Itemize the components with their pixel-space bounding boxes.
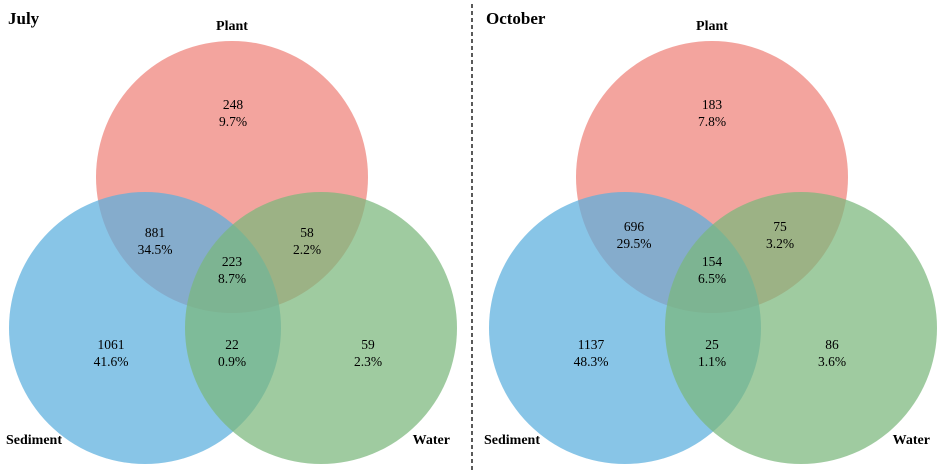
sediment-label: Sediment (6, 433, 62, 448)
water-label: Water (893, 433, 930, 448)
region-plant-only-count: 183 (702, 97, 723, 112)
region-plant-sediment-count: 881 (145, 225, 165, 240)
region-plant-water-pct: 3.2% (766, 236, 794, 251)
region-water-only-pct: 3.6% (818, 354, 846, 369)
panel-title: October (486, 9, 546, 28)
water-label: Water (413, 433, 450, 448)
water-circle (185, 192, 457, 464)
region-all-pct: 8.7% (218, 271, 246, 286)
region-water-only-pct: 2.3% (354, 354, 382, 369)
region-all-pct: 6.5% (698, 271, 726, 286)
region-all-count: 154 (702, 254, 723, 269)
region-plant-water-count: 75 (773, 219, 787, 234)
region-water-only-count: 59 (361, 337, 375, 352)
region-plant-only-pct: 7.8% (698, 114, 726, 129)
region-sediment-only-count: 1061 (98, 337, 125, 352)
region-plant-sediment-pct: 34.5% (138, 242, 173, 257)
sediment-label: Sediment (484, 433, 540, 448)
region-sediment-only-pct: 41.6% (94, 354, 129, 369)
region-plant-only-count: 248 (223, 97, 244, 112)
region-plant-sediment-pct: 29.5% (617, 236, 652, 251)
region-all-count: 223 (222, 254, 243, 269)
region-sediment-only-pct: 48.3% (574, 354, 609, 369)
region-sediment-water-count: 25 (705, 337, 719, 352)
region-sediment-water-count: 22 (225, 337, 239, 352)
venn-panel-july: July Plant Sediment Water 248 9.7% 881 3… (6, 9, 457, 464)
panel-title: July (8, 9, 40, 28)
region-sediment-water-pct: 0.9% (218, 354, 246, 369)
region-plant-only-pct: 9.7% (219, 114, 247, 129)
region-water-only-count: 86 (825, 337, 839, 352)
region-sediment-only-count: 1137 (578, 337, 605, 352)
region-plant-water-pct: 2.2% (293, 242, 321, 257)
water-circle (665, 192, 937, 464)
region-plant-sediment-count: 696 (624, 219, 645, 234)
region-plant-water-count: 58 (300, 225, 314, 240)
plant-label: Plant (696, 19, 728, 34)
region-sediment-water-pct: 1.1% (698, 354, 726, 369)
plant-label: Plant (216, 19, 248, 34)
venn-panel-october: October Plant Sediment Water 183 7.8% 69… (484, 9, 937, 464)
